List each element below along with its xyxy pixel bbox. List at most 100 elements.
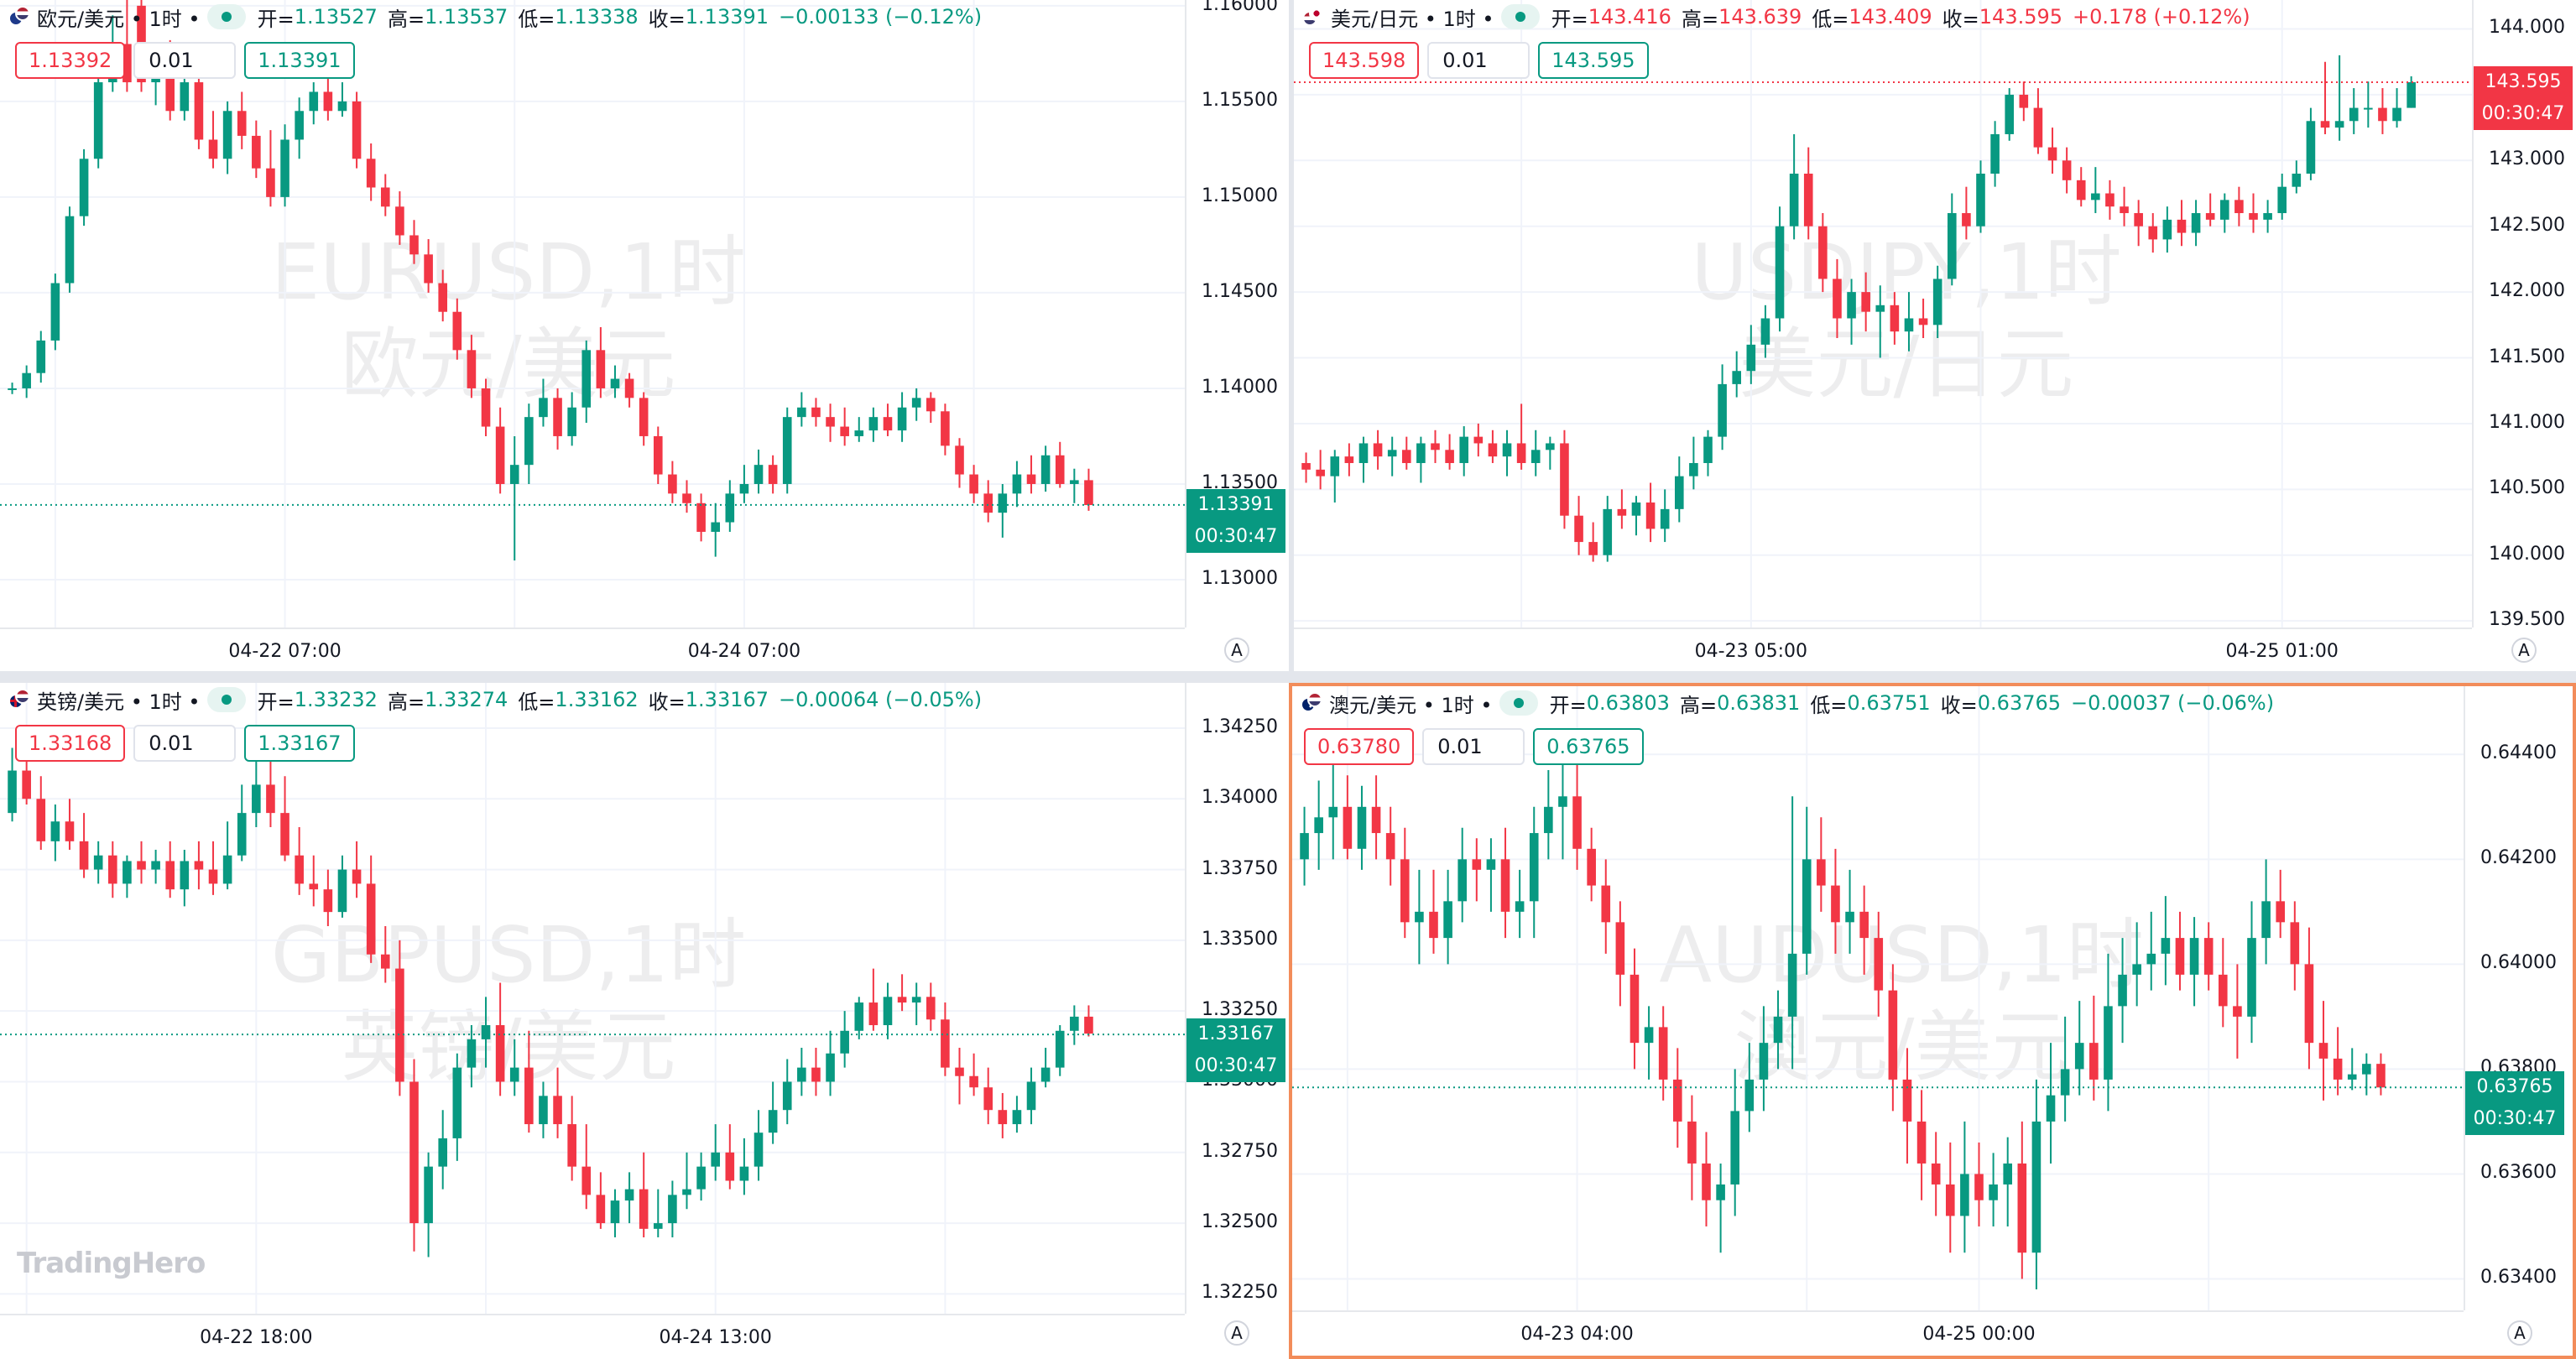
auto-scale-button[interactable]: A — [2507, 1320, 2532, 1346]
candle — [797, 1048, 806, 1096]
time-tick-label: 04-25 00:00 — [1922, 1324, 2036, 1345]
interval-label[interactable]: • 1时 • — [1418, 7, 1494, 31]
lot-size-input[interactable]: 0.01 — [1427, 42, 1530, 79]
sell-button[interactable]: 1.13392 — [15, 42, 126, 79]
candle-body — [2189, 938, 2199, 975]
plot-area[interactable]: GBPUSD,1时 英镑/美元 英镑/美元 • 1时 • 开= 1.33232 高… — [0, 683, 1185, 1314]
candle-body — [1357, 806, 1367, 849]
candle — [639, 1152, 649, 1237]
candle-body — [2407, 82, 2416, 108]
candle — [998, 1092, 1008, 1138]
candle-body — [955, 1067, 964, 1076]
candle — [237, 91, 247, 149]
candle — [696, 1152, 706, 1201]
candle — [2161, 896, 2171, 986]
plot-area[interactable]: EURUSD,1时 欧元/美元 欧元/美元 • 1时 • 开= 1.13527 高… — [0, 0, 1185, 627]
candle — [2033, 88, 2043, 154]
candle — [1574, 496, 1583, 555]
chart-panel-usdjpy[interactable]: USDJPY,1时 美元/日元 美元/日元 • 1时 • 开= 143.416 高… — [1289, 0, 2576, 671]
sell-button[interactable]: 143.598 — [1309, 42, 1420, 79]
candle-body — [897, 407, 907, 431]
interval-label[interactable]: • 1时 • — [124, 690, 201, 714]
symbol-label[interactable]: 英镑/美元 — [37, 690, 125, 714]
chart-panel-gbpusd[interactable]: GBPUSD,1时 英镑/美元 英镑/美元 • 1时 • 开= 1.33232 高… — [0, 683, 1289, 1359]
candle-body — [2290, 922, 2300, 965]
plot-area[interactable]: USDJPY,1时 美元/日元 美元/日元 • 1时 • 开= 143.416 高… — [1294, 0, 2472, 627]
candle-body — [1500, 859, 1510, 912]
candle-body — [1601, 885, 1611, 923]
candle-body — [639, 1189, 649, 1229]
candle-body — [1861, 292, 1870, 312]
candle-body — [2261, 901, 2271, 939]
auto-scale-button[interactable]: A — [1224, 638, 1249, 663]
time-axis[interactable]: 04-23 04:00 04-25 00:00 — [1292, 1310, 2464, 1356]
ohlc-open-key: 开= — [257, 7, 295, 31]
candle — [1617, 489, 1627, 529]
symbol-label[interactable]: 美元/日元 — [1331, 7, 1419, 31]
interval-label[interactable]: • 1时 • — [1416, 693, 1493, 717]
auto-scale-button[interactable]: A — [2511, 638, 2537, 663]
candle-body — [1040, 455, 1051, 484]
buy-button[interactable]: 143.595 — [1538, 42, 1649, 79]
candle-body — [266, 168, 275, 197]
watermark: EURUSD,1时 欧元/美元 — [271, 227, 746, 409]
candle — [739, 1138, 749, 1195]
candle — [2046, 1043, 2056, 1164]
candle-body — [668, 474, 677, 494]
panel-separator[interactable] — [0, 671, 2576, 683]
buy-button[interactable]: 1.13391 — [244, 42, 355, 79]
lot-size-input[interactable]: 0.01 — [133, 725, 237, 762]
candle-body — [438, 1138, 448, 1167]
candle — [1040, 445, 1051, 492]
symbol-label[interactable]: 澳元/美元 — [1329, 693, 1417, 717]
time-axis[interactable]: 04-23 05:00 04-25 01:00 — [1294, 627, 2472, 671]
chart-panel-audusd[interactable]: AUDUSD,1时 澳元/美元 澳元/美元 • 1时 • 开= 0.63803 高… — [1289, 683, 2576, 1359]
interval-label[interactable]: • 1时 • — [124, 7, 201, 31]
candle — [1328, 754, 1338, 860]
candle-body — [1572, 796, 1582, 849]
candle-body — [1718, 383, 1727, 437]
ohlc-close: 143.595 — [1979, 5, 2063, 29]
sell-button[interactable]: 0.63780 — [1304, 728, 1415, 765]
candle — [1084, 1005, 1093, 1037]
candle-body — [395, 968, 404, 1082]
time-axis[interactable]: 04-22 18:00 04-24 13:00 — [0, 1314, 1185, 1359]
chart-panel-eurusd[interactable]: EURUSD,1时 欧元/美元 欧元/美元 • 1时 • 开= 1.13527 高… — [0, 0, 1289, 671]
candle-body — [1802, 859, 1812, 954]
candle — [2162, 206, 2172, 253]
candle-body — [2276, 901, 2286, 923]
auto-scale-button[interactable]: A — [1224, 1320, 1249, 1346]
candle-body — [2091, 193, 2100, 200]
lot-size-input[interactable]: 0.01 — [1422, 728, 1525, 765]
price-axis[interactable]: 0.64400 0.64200 0.64000 0.63800 0.63600 0.634… — [2464, 686, 2573, 1310]
candle-body — [1833, 279, 1842, 319]
market-status-icon — [206, 4, 246, 29]
current-price-label: 143.595 00:30:47 — [2474, 66, 2573, 130]
candle-body — [754, 1132, 764, 1167]
candle — [1890, 292, 1900, 345]
buy-button[interactable]: 1.33167 — [244, 725, 355, 762]
price-tick-label: 1.16000 — [1202, 0, 1278, 15]
sell-button[interactable]: 1.33168 — [15, 725, 126, 762]
price-tick-label: 1.33250 — [1202, 999, 1278, 1021]
price-axis[interactable]: 144.000143.500143.000142.500142.000141.5… — [2472, 0, 2576, 630]
time-axis[interactable]: 04-22 07:00 04-24 07:00 — [0, 627, 1185, 671]
candle — [2019, 81, 2029, 122]
candle-body — [1488, 443, 1498, 457]
candle — [1300, 806, 1309, 886]
lot-size-input[interactable]: 0.01 — [133, 42, 237, 79]
candle — [782, 1059, 792, 1125]
candle — [1658, 1006, 1668, 1101]
price-axis[interactable]: 1.342501.340001.337501.335001.332501.330… — [1185, 683, 1289, 1314]
plot-area[interactable]: AUDUSD,1时 澳元/美元 澳元/美元 • 1时 • 开= 0.63803 高… — [1292, 686, 2464, 1310]
candle-body — [352, 869, 362, 884]
candle — [2047, 128, 2057, 174]
candle-body — [1300, 833, 1309, 860]
price-axis[interactable]: 1.16000 1.15500 1.15000 1.14500 1.14000 1.135… — [1185, 0, 1289, 627]
buy-button[interactable]: 0.63765 — [1533, 728, 1644, 765]
symbol-label[interactable]: 欧元/美元 — [37, 7, 125, 31]
candle — [524, 1030, 534, 1133]
ohlc-close-key: 收= — [1940, 693, 1978, 717]
candle — [2292, 160, 2302, 194]
price-tick-label: 0.64200 — [2480, 847, 2557, 869]
